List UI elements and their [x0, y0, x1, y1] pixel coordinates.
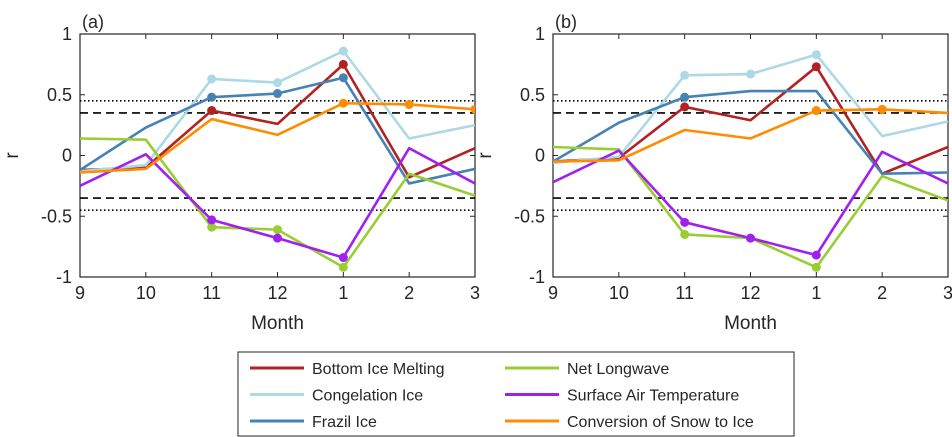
- data-point-surface-air-temperature: [680, 217, 690, 227]
- y-tick-label: -0.5: [41, 206, 72, 226]
- legend-label: Surface Air Temperature: [567, 388, 739, 405]
- legend-label: Congelation Ice: [312, 388, 423, 405]
- x-tick-label: 2: [404, 283, 414, 303]
- y-tick-label: 0: [535, 146, 545, 166]
- panel-label: (a): [82, 12, 104, 32]
- x-tick-label: 12: [740, 283, 760, 303]
- data-point-bottom-ice-melting: [811, 62, 821, 72]
- data-point-congelation-ice: [273, 78, 282, 88]
- legend-label: Bottom Ice Melting: [312, 361, 445, 378]
- data-point-frazil-ice: [207, 92, 217, 102]
- series-line-congelation-ice: [80, 49, 475, 173]
- legend-label: Net Longwave: [567, 361, 669, 378]
- y-tick-label: 0.5: [520, 85, 545, 105]
- data-point-conversion-of-snow-to-ice: [877, 104, 887, 114]
- y-tick-label: -0.5: [514, 206, 545, 226]
- data-point-congelation-ice: [746, 69, 755, 79]
- x-tick-label: 11: [202, 283, 221, 303]
- data-point-frazil-ice: [273, 89, 282, 99]
- data-point-conversion-of-snow-to-ice: [470, 104, 475, 114]
- data-point-surface-air-temperature: [273, 233, 282, 243]
- y-tick-label: 0.5: [47, 85, 72, 105]
- legend-label: Conversion of Snow to Ice: [567, 414, 754, 431]
- x-tick-label: 10: [136, 283, 156, 303]
- data-point-net-longwave: [207, 222, 217, 232]
- x-tick-label: 1: [811, 283, 821, 303]
- x-tick-label: 12: [267, 283, 287, 303]
- data-point-conversion-of-snow-to-ice: [404, 99, 414, 109]
- data-point-bottom-ice-melting: [680, 102, 690, 112]
- data-point-net-longwave: [338, 262, 348, 272]
- series-group: [553, 50, 948, 272]
- x-tick-label: 3: [470, 283, 480, 303]
- data-point-surface-air-temperature: [811, 250, 821, 260]
- data-point-net-longwave: [680, 229, 690, 239]
- y-tick-label: -1: [56, 267, 72, 287]
- data-point-bottom-ice-melting: [338, 59, 348, 69]
- y-tick-label: -1: [529, 267, 545, 287]
- data-point-surface-air-temperature: [207, 215, 217, 225]
- y-axis-label: r: [2, 152, 23, 159]
- series-line-frazil-ice: [553, 89, 948, 176]
- x-axis-label: Month: [724, 313, 777, 334]
- y-axis-label: r: [475, 152, 496, 159]
- x-tick-label: 11: [675, 283, 694, 303]
- data-point-net-longwave: [273, 225, 282, 235]
- data-point-congelation-ice: [207, 74, 217, 84]
- data-point-net-longwave: [811, 262, 821, 272]
- x-axis-label: Month: [251, 313, 304, 334]
- series-group: [80, 46, 475, 272]
- x-tick-label: 10: [609, 283, 629, 303]
- data-point-frazil-ice: [680, 92, 690, 102]
- data-point-surface-air-temperature: [746, 233, 755, 243]
- y-tick-label: 1: [62, 24, 72, 44]
- x-tick-label: 1: [338, 283, 348, 303]
- legend-label: Frazil Ice: [312, 414, 377, 431]
- y-tick-label: 0: [62, 146, 72, 166]
- x-tick-label: 9: [75, 283, 85, 303]
- data-point-bottom-ice-melting: [207, 106, 217, 116]
- data-point-congelation-ice: [338, 46, 348, 56]
- legend: Bottom Ice Melting Net Longwave Congelatio…: [237, 351, 795, 437]
- panel-label: (b): [555, 12, 577, 32]
- data-point-congelation-ice: [680, 70, 690, 80]
- data-point-surface-air-temperature: [338, 253, 348, 263]
- data-point-congelation-ice: [811, 50, 821, 60]
- data-point-frazil-ice: [338, 73, 348, 83]
- series-line-net-longwave: [553, 145, 948, 269]
- y-tick-label: 1: [535, 24, 545, 44]
- x-tick-label: 2: [877, 283, 887, 303]
- data-point-conversion-of-snow-to-ice: [338, 98, 348, 108]
- x-tick-label: 9: [548, 283, 558, 303]
- data-point-conversion-of-snow-to-ice: [811, 106, 821, 116]
- x-tick-label: 3: [943, 283, 952, 303]
